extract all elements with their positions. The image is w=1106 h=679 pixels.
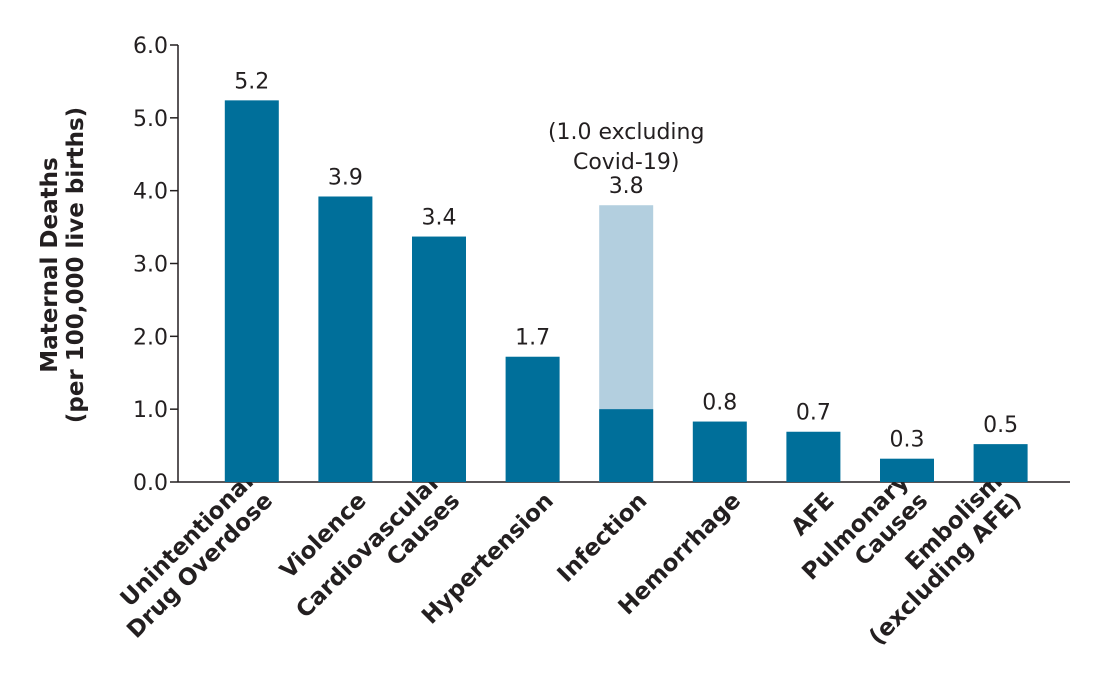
bar	[412, 236, 466, 482]
y-axis-title: Maternal Deaths(per 100,000 live births)	[37, 107, 89, 423]
value-label: 3.8	[609, 174, 644, 199]
value-label: 0.5	[983, 413, 1018, 438]
value-label: 3.4	[422, 206, 457, 231]
value-label: 3.9	[328, 165, 363, 190]
x-tick-label-group: UnintentionalDrug Overdose	[103, 469, 278, 644]
x-tick-label: Infection	[553, 488, 653, 588]
x-tick-label: UnintentionalDrug Overdose	[103, 469, 278, 644]
bar	[973, 444, 1028, 482]
value-label: 1.7	[515, 326, 550, 351]
bar	[786, 431, 841, 482]
y-tick-label: 1.0	[133, 398, 168, 423]
bar	[599, 409, 654, 482]
bar	[692, 421, 747, 482]
value-label: 0.7	[796, 401, 831, 426]
annotation: (1.0 excluding Covid-19)	[548, 120, 704, 175]
bar	[224, 100, 279, 482]
value-label: 5.2	[234, 69, 269, 94]
x-tick-label-group: Infection	[553, 488, 653, 588]
y-tick-label: 2.0	[133, 325, 168, 350]
y-tick-label: 5.0	[133, 107, 168, 132]
bar	[505, 356, 560, 482]
y-tick-label: 6.0	[133, 34, 168, 59]
y-tick-label: 0.0	[133, 471, 168, 496]
bar	[318, 196, 373, 482]
bar	[880, 458, 934, 482]
value-label: 0.8	[702, 391, 737, 416]
value-label: 0.3	[890, 428, 925, 453]
y-tick-label: 3.0	[133, 253, 168, 278]
y-tick-label: 4.0	[133, 180, 168, 205]
